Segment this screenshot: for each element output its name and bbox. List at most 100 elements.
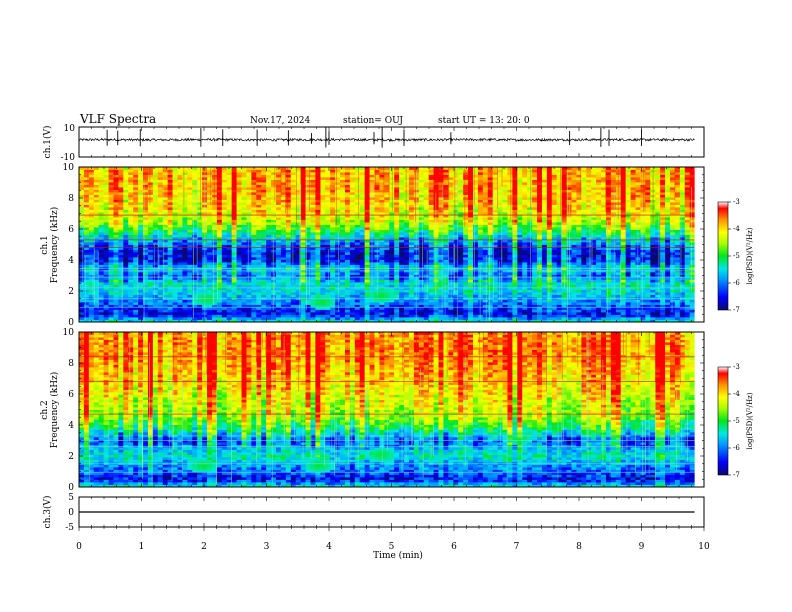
ch1-spec-cell	[113, 234, 119, 238]
ch1-spec-cell	[448, 219, 454, 223]
ch1-spec-cell	[157, 222, 164, 225]
ch1-spec-cell	[453, 259, 459, 263]
ch1-spec-cell	[394, 242, 400, 245]
ch1-spec-cell	[359, 169, 366, 173]
ch1-spec-cell	[354, 214, 361, 218]
ch1-spec-cell	[359, 224, 366, 228]
ch1-spec-cell	[315, 252, 321, 255]
ch1-spec-cell	[138, 229, 144, 233]
ch1-spec-cell	[162, 179, 169, 183]
ch1-spec-cell	[192, 252, 198, 255]
ch1-spec-cell	[182, 239, 188, 243]
ch1-spec-cell	[231, 274, 237, 278]
ch1-spec-cell	[320, 209, 326, 213]
ch1-spec-cell	[310, 174, 316, 178]
ch1-spec-cell	[216, 307, 223, 310]
ch1-spec-cell	[93, 299, 100, 303]
ch1-spec-cell	[197, 247, 203, 250]
ch1-spec-cell	[246, 254, 252, 258]
ch1-spec-cell	[280, 254, 287, 258]
ch1-spec-cell	[197, 169, 203, 173]
ch1-spec-cell	[147, 239, 154, 243]
ch1-spec-cell	[305, 284, 311, 288]
ch1-spec-cell	[216, 202, 223, 205]
ch1-spec-cell	[335, 244, 341, 248]
ch1-spec-cell	[187, 172, 193, 175]
ch1-spec-cell	[152, 187, 159, 190]
ch1-spec-cell	[320, 302, 326, 305]
ch1-spec-cell	[433, 224, 439, 228]
ch1-spec-cell	[310, 302, 316, 305]
ch1-spec-cell	[295, 254, 302, 258]
ch1-spec-cell	[325, 172, 331, 175]
ch1-spec-cell	[428, 264, 435, 268]
ch1-spec-cell	[310, 234, 316, 238]
ch1-spec-cell	[443, 199, 449, 203]
ch1-spec-cell	[143, 309, 149, 313]
ch1-spec-cell	[374, 167, 380, 170]
ch1-spec-cell	[216, 229, 223, 233]
ch1-spec-cell	[128, 194, 134, 198]
ch1-spec-cell	[167, 264, 173, 268]
ch1-spec-cell	[330, 272, 336, 275]
ch1-spec-cell	[221, 202, 228, 205]
ch1-spec-cell	[379, 264, 385, 268]
ch1-spec-cell	[344, 167, 351, 170]
ch1-spec-cell	[359, 239, 366, 243]
ch1-spec-cell	[468, 232, 474, 235]
ch1-spec-cell	[187, 179, 193, 183]
ch1-spec-cell	[394, 307, 400, 310]
ch1-spec-cell	[394, 312, 400, 315]
ch1-spec-cell	[276, 197, 282, 200]
ch1-spec-cell	[157, 167, 164, 170]
ch1-spec-cell	[152, 214, 159, 218]
ch1-spec-cell	[340, 229, 346, 233]
ch1-spec-cell	[448, 244, 454, 248]
ch1-spec-cell	[207, 184, 213, 188]
ch1-spec-cell	[157, 239, 164, 243]
ch1-spec-cell	[384, 244, 390, 248]
ch1-spec-cell	[389, 237, 395, 240]
ch1-spec-cell	[133, 312, 139, 315]
ch1-spec-cell	[133, 202, 139, 205]
ch1-spec-cell	[167, 272, 173, 275]
ch1-spec-cell	[98, 304, 105, 308]
ch1-spec-cell	[374, 224, 380, 228]
ch1-spec-cell	[310, 214, 316, 218]
ch1-spec-cell	[428, 212, 435, 215]
ch1-spec-cell	[152, 319, 159, 323]
ch1-spec-cell	[147, 257, 154, 260]
ch1-spec-cell	[458, 239, 464, 243]
ch1-spec-cell	[394, 252, 400, 255]
ch1-spec-cell	[453, 314, 459, 318]
ch1-spec-cell	[349, 284, 356, 288]
ch1-spec-cell	[197, 177, 203, 180]
ch1-spec-cell	[133, 247, 139, 250]
ch1-spec-cell	[98, 299, 105, 303]
ch1-spec-cell	[256, 217, 262, 220]
ch1-spec-cell	[182, 307, 188, 310]
ch1-spec-cell	[285, 287, 292, 290]
ch1-spec-cell	[157, 289, 164, 293]
ch1-spec-cell	[182, 274, 188, 278]
ch1-spec-cell	[438, 292, 444, 295]
ch1-spec-cell	[197, 167, 203, 170]
ch1-spec-cell	[325, 167, 331, 170]
ch1-spec-cell	[335, 197, 341, 200]
ch1-spec-cell	[300, 232, 306, 235]
ch1-spec-cell	[340, 232, 346, 235]
ch1-spec-cell	[143, 217, 149, 220]
ch1-spec-cell	[468, 279, 474, 283]
ch1-spec-cell	[157, 277, 164, 280]
ch1-spec-cell	[187, 169, 193, 173]
ch1-spec-cell	[418, 312, 425, 315]
ch1-spec-cell	[354, 257, 361, 260]
ch1-spec-cell	[108, 264, 114, 268]
ch1-spec-cell	[423, 249, 430, 253]
ch1-spec-cell	[443, 232, 449, 235]
ch1-spec-cell	[384, 224, 390, 228]
ch1-spec-cell	[290, 219, 297, 223]
ch1-spec-cell	[266, 304, 272, 308]
ch1-spec-cell	[103, 217, 109, 220]
ch1-spec-cell	[231, 232, 237, 235]
